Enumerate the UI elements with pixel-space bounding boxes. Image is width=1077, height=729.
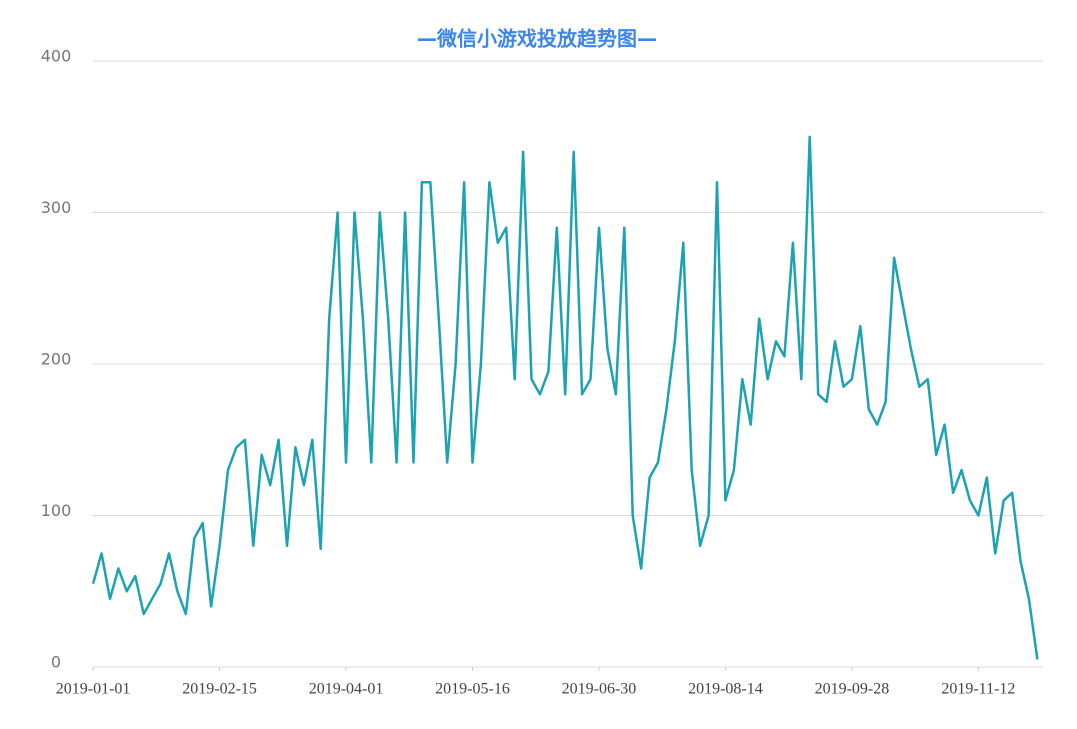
x-tick-label: 2019-08-14 xyxy=(688,681,763,698)
x-tick-label: 2019-06-30 xyxy=(562,681,637,698)
y-tick-label: 200 xyxy=(41,350,72,369)
x-tick-label: 2019-11-12 xyxy=(941,681,1015,698)
x-tick-label: 2019-01-01 xyxy=(56,681,131,698)
y-tick-label: 100 xyxy=(41,501,72,520)
y-tick-label: 400 xyxy=(41,47,72,66)
x-tick-label: 2019-02-15 xyxy=(182,681,257,698)
x-tick-label: 2019-09-28 xyxy=(815,681,890,698)
x-tick-label: 2019-05-16 xyxy=(435,681,510,698)
y-tick-label: 300 xyxy=(41,198,72,217)
x-tick-label: 2019-04-01 xyxy=(309,681,384,698)
y-tick-label: 0 xyxy=(51,653,61,672)
data-line xyxy=(91,135,1039,660)
chart-title: —微信小游戏投放趋势图— xyxy=(417,27,657,51)
